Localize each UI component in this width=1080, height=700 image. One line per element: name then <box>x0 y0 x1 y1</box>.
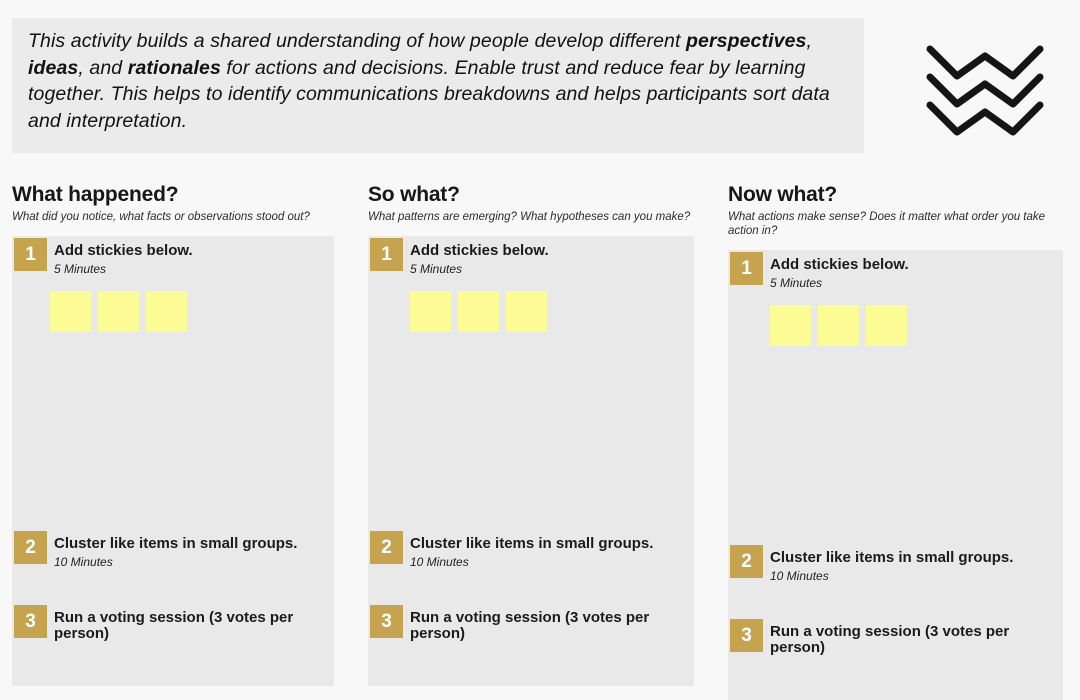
step-row: 2 Cluster like items in small groups. 10… <box>368 531 653 569</box>
column-title: What happened? <box>12 183 179 206</box>
step-title: Run a voting session (3 votes per person… <box>770 623 1010 656</box>
sticky-note[interactable] <box>866 305 907 346</box>
step-number-badge: 1 <box>370 238 403 271</box>
sticky-note[interactable] <box>506 291 547 332</box>
step-row: 3 Run a voting session (3 votes per pers… <box>728 619 1063 656</box>
step-row: 3 Run a voting session (3 votes per pers… <box>12 605 334 642</box>
instruction-panel: 1 Add stickies below. 5 Minutes 2 Cluste… <box>728 250 1063 700</box>
step-row: 1 Add stickies below. 5 Minutes <box>728 252 909 290</box>
triple-zigzag-logo-icon <box>925 42 1045 139</box>
step-row: 1 Add stickies below. 5 Minutes <box>12 238 193 276</box>
step-title: Add stickies below. <box>410 242 549 259</box>
sticky-note[interactable] <box>410 291 451 332</box>
step-duration: 5 Minutes <box>410 262 463 276</box>
step-title: Add stickies below. <box>770 256 909 273</box>
intro-panel: This activity builds a shared understand… <box>12 18 864 153</box>
column-subtitle: What patterns are emerging? What hypothe… <box>368 211 691 223</box>
step-duration: 5 Minutes <box>54 262 107 276</box>
step-title: Cluster like items in small groups. <box>54 535 298 552</box>
step-row: 3 Run a voting session (3 votes per pers… <box>368 605 694 642</box>
stickies-row <box>50 291 187 332</box>
column-so-what: So what? What patterns are emerging? Wha… <box>368 183 694 686</box>
step-number-badge: 1 <box>730 252 763 285</box>
sticky-note[interactable] <box>98 291 139 332</box>
step-number-badge: 2 <box>730 545 763 578</box>
column-what-happened: What happened? What did you notice, what… <box>12 183 334 686</box>
step-duration: 10 Minutes <box>770 569 829 583</box>
instruction-panel: 1 Add stickies below. 5 Minutes 2 Cluste… <box>12 236 334 686</box>
step-row: 2 Cluster like items in small groups. 10… <box>12 531 297 569</box>
step-number-badge: 3 <box>730 619 763 652</box>
instruction-panel: 1 Add stickies below. 5 Minutes 2 Cluste… <box>368 236 694 686</box>
sticky-note[interactable] <box>818 305 859 346</box>
step-number-badge: 1 <box>14 238 47 271</box>
column-subtitle: What actions make sense? Does it matter … <box>728 211 1046 237</box>
step-row: 2 Cluster like items in small groups. 10… <box>728 545 1013 583</box>
column-title: So what? <box>368 183 460 206</box>
step-number-badge: 2 <box>14 531 47 564</box>
sticky-note[interactable] <box>50 291 91 332</box>
stickies-row <box>770 305 907 346</box>
stickies-row <box>410 291 547 332</box>
column-title: Now what? <box>728 183 838 206</box>
intro-text: This activity builds a shared understand… <box>28 30 830 132</box>
step-title: Cluster like items in small groups. <box>770 549 1014 566</box>
step-title: Cluster like items in small groups. <box>410 535 654 552</box>
step-title: Add stickies below. <box>54 242 193 259</box>
step-number-badge: 2 <box>370 531 403 564</box>
column-subtitle: What did you notice, what facts or obser… <box>12 211 310 223</box>
sticky-note[interactable] <box>146 291 187 332</box>
step-duration: 10 Minutes <box>410 555 469 569</box>
sticky-note[interactable] <box>458 291 499 332</box>
step-duration: 10 Minutes <box>54 555 113 569</box>
step-row: 1 Add stickies below. 5 Minutes <box>368 238 549 276</box>
step-title: Run a voting session (3 votes per person… <box>410 609 650 642</box>
sticky-note[interactable] <box>770 305 811 346</box>
step-title: Run a voting session (3 votes per person… <box>54 609 294 642</box>
step-duration: 5 Minutes <box>770 276 823 290</box>
column-now-what: Now what? What actions make sense? Does … <box>728 183 1063 700</box>
